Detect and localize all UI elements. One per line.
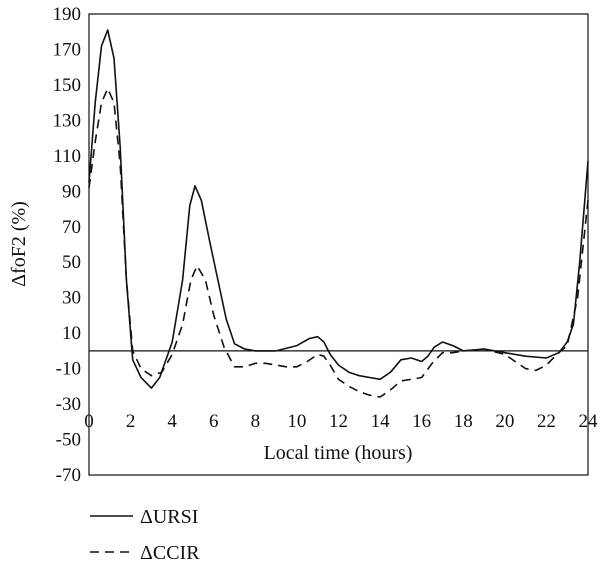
- y-tick-label: 10: [62, 323, 81, 344]
- y-tick-label: 110: [53, 146, 81, 167]
- y-tick-label: -70: [56, 465, 81, 486]
- x-tick-label: 2: [126, 411, 136, 432]
- y-axis-ticks: 190 170 150 130 110 90 70 50 30 10 -10 -30 -50 -70: [53, 4, 82, 486]
- x-axis-ticks: 0 2 4 6 8 10 12 14 16 18 20 22 24: [84, 411, 598, 432]
- y-tick-label: 130: [53, 110, 82, 131]
- series-line-ccir: [88, 87, 589, 398]
- legend-label-ursi: ΔURSI: [140, 506, 198, 528]
- y-tick-label: -30: [56, 394, 81, 415]
- y-tick-label: -50: [56, 430, 81, 451]
- series-line-ursi: [88, 29, 589, 389]
- y-tick-label: 30: [62, 288, 81, 309]
- y-axis-label: ΔfoF2 (%): [8, 201, 30, 287]
- legend: ΔURSI ΔCCIR: [90, 506, 200, 564]
- x-tick-label: 22: [537, 411, 556, 432]
- y-tick-label: 50: [62, 252, 81, 273]
- x-tick-label: 8: [251, 411, 261, 432]
- x-tick-label: 12: [329, 411, 348, 432]
- legend-label-ccir: ΔCCIR: [140, 542, 200, 564]
- x-tick-label: 18: [454, 411, 473, 432]
- y-tick-label: 70: [62, 217, 81, 238]
- x-tick-label: 24: [579, 411, 599, 432]
- y-tick-label: 90: [62, 181, 81, 202]
- x-tick-label: 6: [209, 411, 219, 432]
- plot-frame: [88, 13, 589, 476]
- x-tick-label: 20: [495, 411, 514, 432]
- x-tick-label: 4: [167, 411, 177, 432]
- y-tick-label: 190: [53, 4, 82, 25]
- y-tick-label: -10: [56, 359, 81, 380]
- series-layer: [88, 29, 589, 398]
- x-tick-label: 0: [84, 411, 94, 432]
- x-tick-label: 10: [287, 411, 306, 432]
- y-tick-label: 170: [53, 39, 82, 60]
- y-tick-label: 150: [53, 75, 82, 96]
- x-tick-label: 14: [371, 411, 391, 432]
- x-tick-label: 16: [412, 411, 431, 432]
- x-axis-label: Local time (hours): [264, 442, 413, 464]
